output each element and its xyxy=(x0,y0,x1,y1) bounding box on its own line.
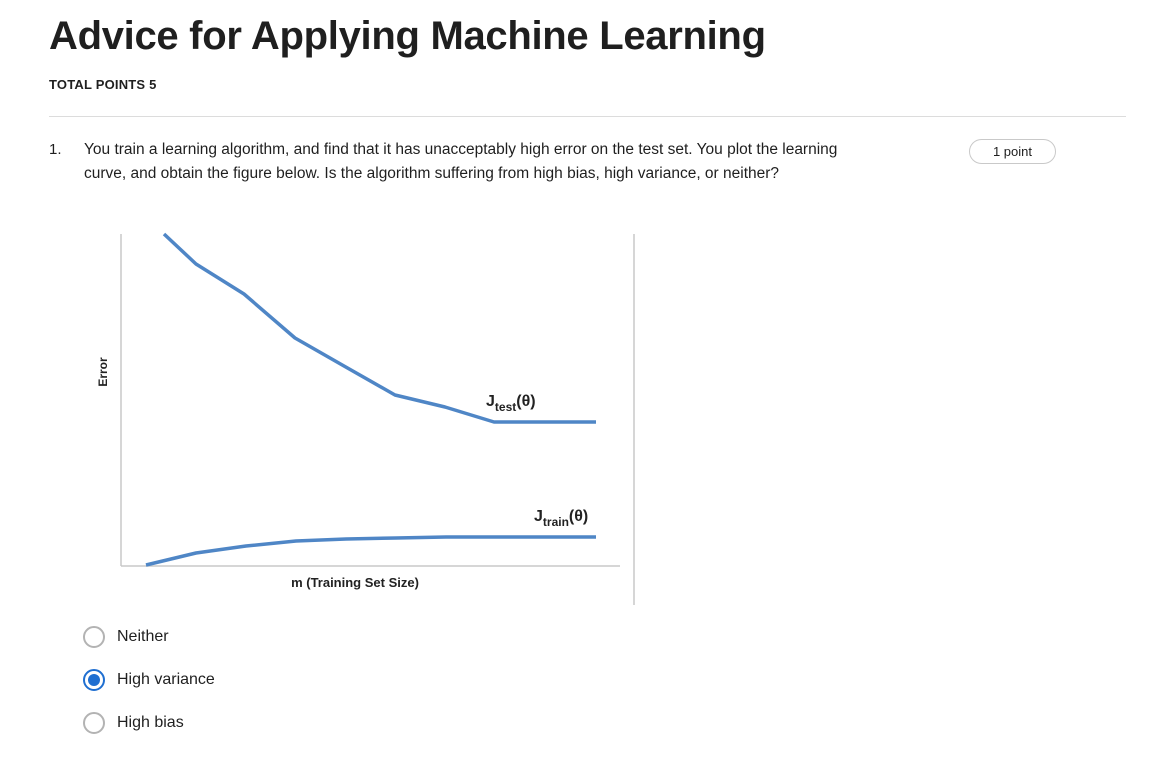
question-text: You train a learning algorithm, and find… xyxy=(84,141,838,182)
option-neither[interactable]: Neither xyxy=(83,625,169,649)
header-divider xyxy=(49,116,1126,117)
option-label: High variance xyxy=(117,671,215,688)
option-label: Neither xyxy=(117,628,169,645)
train-error-curve xyxy=(145,535,596,567)
points-badge: 1 point xyxy=(969,139,1056,164)
quiz-title: Advice for Applying Machine Learning xyxy=(49,14,766,58)
option-high-variance[interactable]: High variance xyxy=(83,668,215,692)
option-high-bias[interactable]: High bias xyxy=(83,711,184,735)
option-label: High bias xyxy=(117,714,184,731)
learning-curve-plot: Error m (Training Set Size) Jtest(θ) Jtr… xyxy=(96,232,635,605)
train-curve-label: Jtrain(θ) xyxy=(534,508,588,529)
total-points: TOTAL POINTS 5 xyxy=(49,77,157,92)
test-curve-label: Jtest(θ) xyxy=(486,393,536,414)
y-axis-label: Error xyxy=(96,357,110,387)
learning-curve-figure: Error m (Training Set Size) Jtest(θ) Jtr… xyxy=(84,226,644,610)
radio-high-bias[interactable] xyxy=(83,712,105,734)
x-axis-label: m (Training Set Size) xyxy=(291,575,419,590)
question-number: 1. xyxy=(49,141,62,158)
radio-high-variance[interactable] xyxy=(83,669,105,691)
radio-neither[interactable] xyxy=(83,626,105,648)
test-error-curve xyxy=(162,232,596,424)
